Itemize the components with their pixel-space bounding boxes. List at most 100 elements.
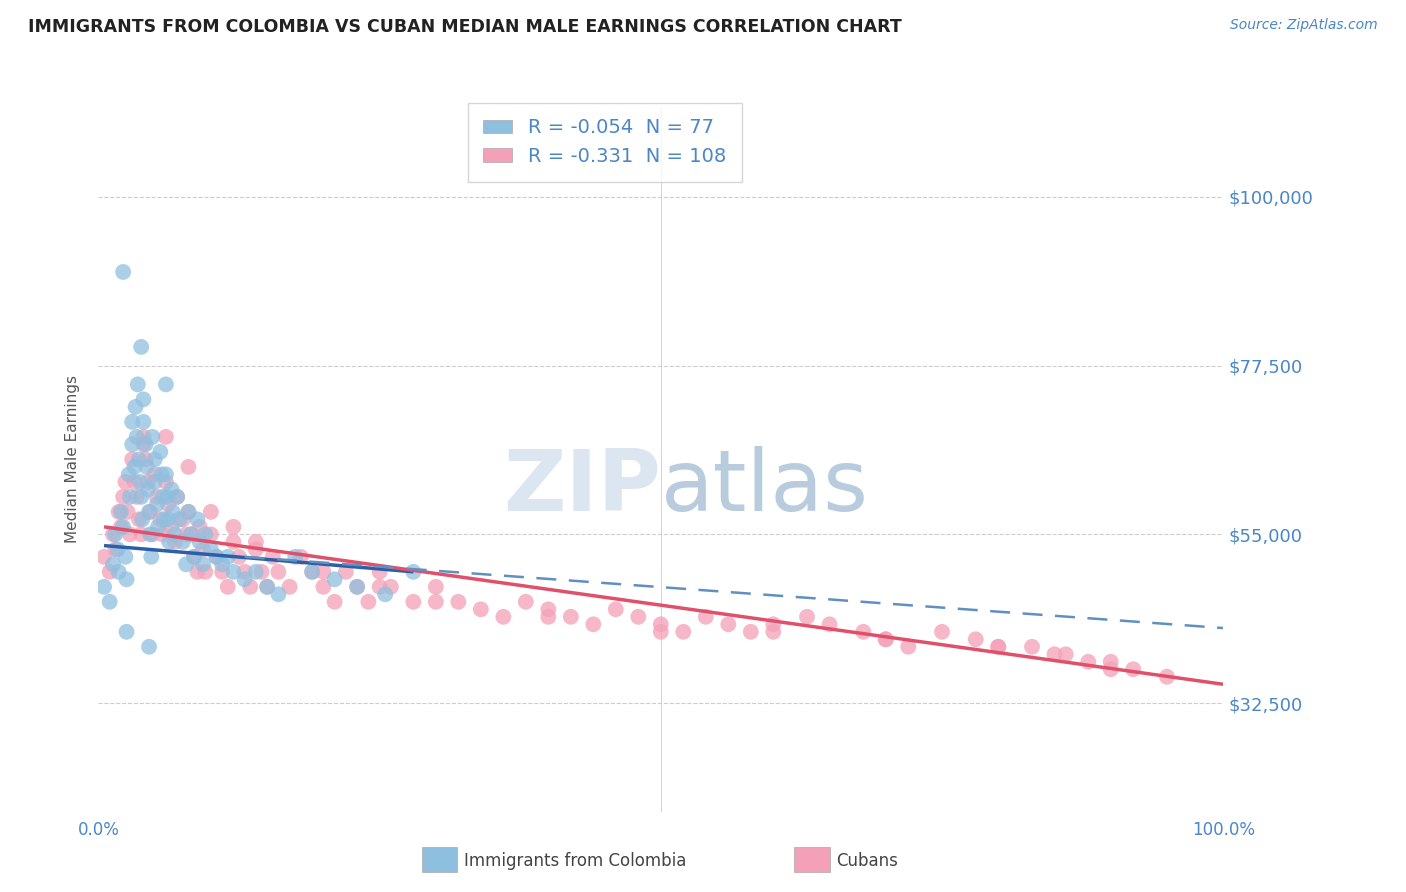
Point <box>135 437 157 451</box>
Point <box>180 527 202 541</box>
Point <box>200 542 222 557</box>
Point <box>136 475 159 489</box>
Point <box>143 452 166 467</box>
Point <box>188 520 211 534</box>
Point <box>157 497 180 511</box>
Point <box>374 587 396 601</box>
Point <box>141 527 163 541</box>
Point <box>160 520 183 534</box>
Point <box>402 595 425 609</box>
Point <box>146 497 169 511</box>
Point <box>650 624 672 639</box>
Point <box>129 490 152 504</box>
Point <box>107 565 129 579</box>
Point <box>425 595 447 609</box>
Point <box>650 617 672 632</box>
Point <box>146 490 169 504</box>
Point <box>262 549 284 564</box>
Point <box>1054 648 1077 662</box>
Point <box>124 475 146 489</box>
Point <box>155 467 177 482</box>
Point <box>132 430 155 444</box>
Point <box>267 587 290 601</box>
Point <box>98 565 121 579</box>
Point <box>200 505 222 519</box>
Point <box>256 580 278 594</box>
Text: ZIP: ZIP <box>503 446 661 529</box>
Point <box>222 520 245 534</box>
Point <box>107 542 129 557</box>
Point <box>152 490 174 504</box>
Point <box>492 609 515 624</box>
Point <box>211 558 233 572</box>
Point <box>740 624 762 639</box>
Point <box>128 512 150 526</box>
Point <box>166 490 188 504</box>
Point <box>121 437 143 451</box>
Point <box>205 549 228 564</box>
Point <box>346 580 368 594</box>
Point <box>222 565 245 579</box>
Y-axis label: Median Male Earnings: Median Male Earnings <box>65 376 80 543</box>
Point <box>191 558 214 572</box>
Point <box>163 534 186 549</box>
Point <box>129 527 152 541</box>
Point <box>114 475 136 489</box>
Point <box>1077 655 1099 669</box>
Text: Cubans: Cubans <box>837 852 898 870</box>
Point <box>174 527 197 541</box>
Point <box>169 512 191 526</box>
Point <box>152 527 174 541</box>
Point <box>875 632 897 647</box>
Point <box>118 527 141 541</box>
Point <box>160 483 183 497</box>
Point <box>402 565 425 579</box>
Point <box>245 542 267 557</box>
Point <box>245 565 267 579</box>
Point <box>183 549 205 564</box>
Point <box>931 624 953 639</box>
Point <box>965 632 987 647</box>
Point <box>139 527 162 541</box>
Point <box>118 467 141 482</box>
Point <box>194 565 217 579</box>
Point <box>107 505 129 519</box>
Point <box>166 490 188 504</box>
Point <box>131 512 153 526</box>
Point <box>124 400 146 414</box>
Point <box>93 549 115 564</box>
Point <box>157 534 180 549</box>
Point <box>200 527 222 541</box>
Point <box>143 467 166 482</box>
Point <box>582 617 605 632</box>
Point <box>233 572 256 586</box>
Point <box>138 640 160 654</box>
Point <box>228 549 250 564</box>
Point <box>250 565 273 579</box>
Point <box>132 392 155 407</box>
Point <box>135 452 157 467</box>
Point <box>346 580 368 594</box>
Point <box>174 558 197 572</box>
Point <box>141 430 163 444</box>
Point <box>1099 662 1122 676</box>
Point <box>897 640 920 654</box>
Point <box>125 490 148 504</box>
Point <box>368 580 391 594</box>
Point <box>762 617 785 632</box>
Point <box>115 572 138 586</box>
Point <box>162 505 184 519</box>
Point <box>150 467 173 482</box>
Point <box>605 602 627 616</box>
Point <box>149 445 172 459</box>
Point <box>110 520 132 534</box>
Point <box>146 520 169 534</box>
Point <box>312 580 335 594</box>
Point <box>114 549 136 564</box>
Point <box>323 595 346 609</box>
Point <box>987 640 1010 654</box>
Point <box>447 595 470 609</box>
Point <box>157 512 180 526</box>
Point <box>537 602 560 616</box>
Point <box>129 340 152 354</box>
